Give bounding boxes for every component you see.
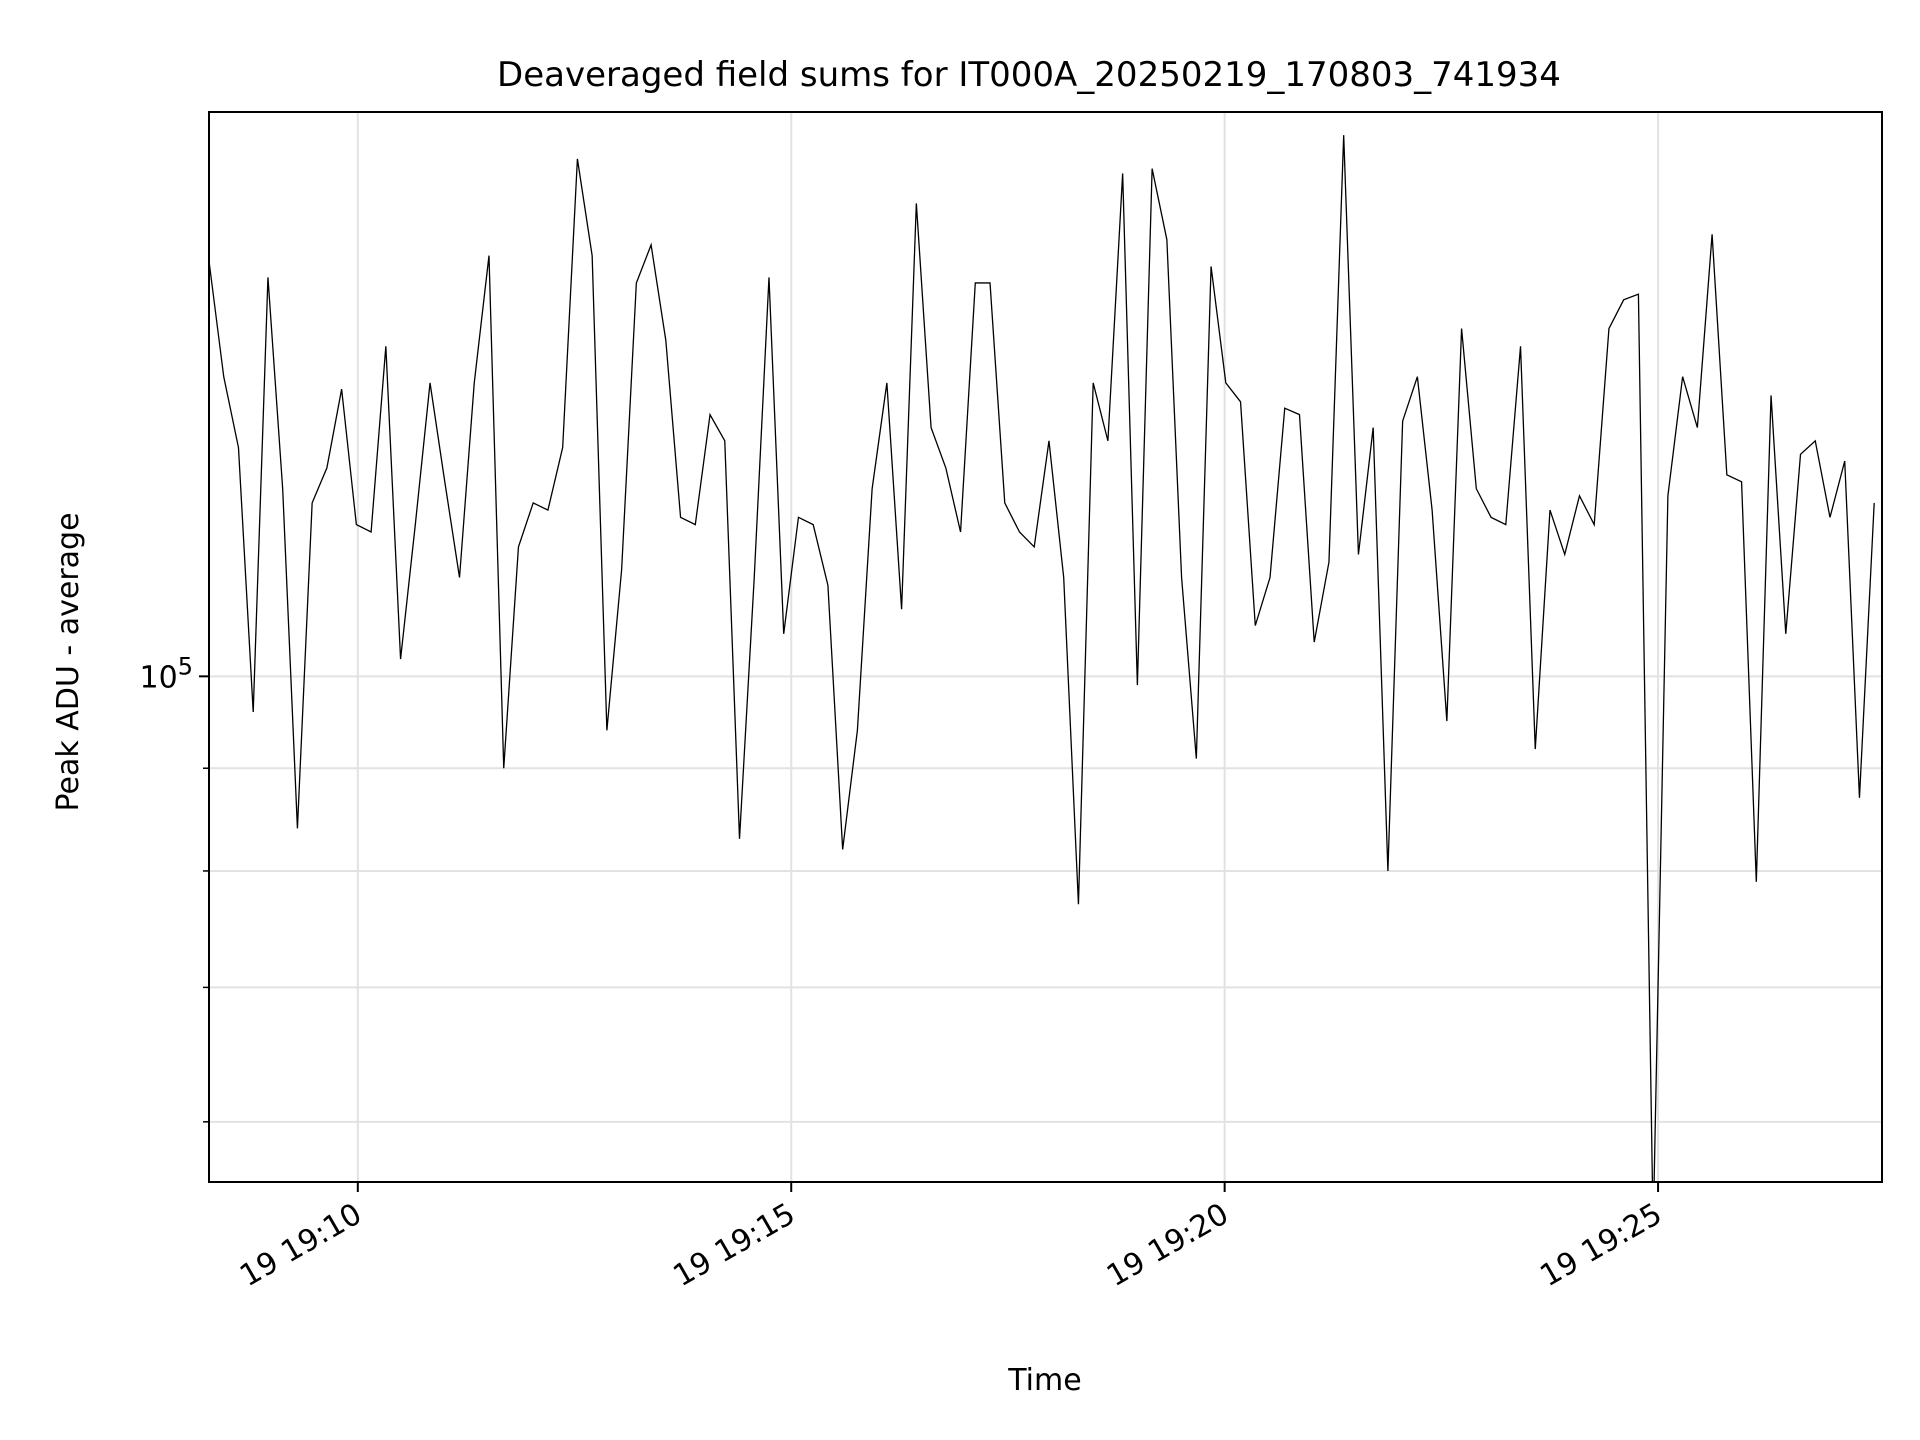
x-axis-label: Time: [1007, 1363, 1081, 1398]
x-tick-label-3: 19 19:25: [1534, 1197, 1668, 1294]
x-tick-label-2: 19 19:20: [1101, 1197, 1235, 1294]
series-line-0: [209, 135, 1875, 1182]
tick-marks: [199, 675, 1660, 1192]
series-group: [209, 135, 1875, 1182]
x-tick-label-1: 19 19:15: [668, 1197, 802, 1294]
x-tick-label-0: 19 19:10: [234, 1197, 368, 1294]
y-axis-label: Peak ADU - average: [51, 512, 86, 811]
y-tick-label-0: 105: [140, 652, 193, 695]
chart-title: Deaveraged field sums for IT000A_2025021…: [497, 55, 1561, 95]
grid-lines: [209, 112, 1882, 1182]
plot-frame: [208, 111, 1883, 1183]
tick-labels: 19 19:10 19 19:15 19 19:20 19 19:25 105: [140, 652, 1669, 1294]
